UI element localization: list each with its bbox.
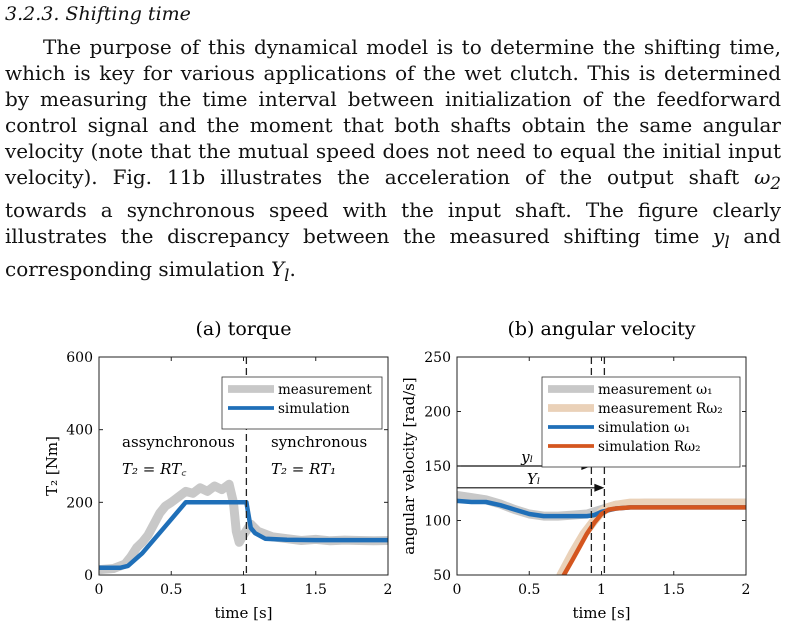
x-tick-label: 0.5 <box>160 582 182 598</box>
body-paragraph: The purpose of this dynamical model is t… <box>5 34 781 289</box>
y-tick-label: 250 <box>424 350 451 366</box>
x-tick-label: 1.5 <box>663 582 685 598</box>
legend-label: measurement ω₁ <box>598 382 713 398</box>
yl-symbol: yl <box>713 224 730 252</box>
y-axis-label: angular velocity [rad/s] <box>400 377 418 554</box>
series-group <box>99 479 388 575</box>
y-axis-label: T₂ [Nm] <box>43 436 61 496</box>
legend: measurement ω₁ measurement Rω₂ simulation … <box>541 376 741 468</box>
x-axis-label: time [s] <box>572 604 630 622</box>
legend-label: simulation <box>278 401 350 417</box>
paragraph-text-4: . <box>289 257 296 281</box>
section-heading: 3.2.3. Shifting time <box>5 3 191 25</box>
Yl-symbol: Yl <box>270 257 290 285</box>
annotation-async-equation: T₂ = RT꜀ <box>122 460 187 478</box>
x-tick-label: 0 <box>95 582 104 598</box>
paragraph-text-1: The purpose of this dynamical model is t… <box>5 35 781 189</box>
y-tick-label: 200 <box>66 495 93 511</box>
legend-label: simulation ω₁ <box>598 420 690 436</box>
time-arrowhead <box>594 483 605 492</box>
omega2-symbol: ω2 <box>754 165 781 193</box>
chart-torque: (a) torque assynchronous T₂ = RT꜀ synchrono… <box>43 318 392 622</box>
paragraph-text-2: towards a synchronous speed with the inp… <box>5 198 781 248</box>
y-tick-label: 150 <box>424 459 451 475</box>
legend-label: simulation Rω₂ <box>598 439 701 455</box>
series-line-2 <box>99 500 388 570</box>
time-arrow-label: Yₗ <box>527 470 541 488</box>
y-tick-label: 100 <box>424 514 451 530</box>
x-axis-label: time [s] <box>214 604 272 622</box>
figure-11: (a) torque assynchronous T₂ = RT꜀ synchrono… <box>43 318 750 622</box>
y-tick-label: 50 <box>433 568 451 584</box>
x-tick-label: 2 <box>384 582 393 598</box>
chart-title: (a) torque <box>196 318 292 340</box>
annotation-synchronous: synchronous <box>271 433 367 451</box>
annotation-asynchronous: assynchronous <box>122 433 235 451</box>
y-tick-label: 400 <box>66 423 93 439</box>
series-line-4 <box>561 505 746 575</box>
legend: measurement simulation <box>221 376 383 430</box>
x-tick-label: 0 <box>453 582 462 598</box>
paragraph-text-3: and corresponding simulation <box>5 224 781 281</box>
chart-title: (b) angular velocity <box>507 318 695 340</box>
y-tick-label: 600 <box>66 350 93 366</box>
time-arrow-label: yₗ <box>520 448 533 466</box>
x-tick-label: 0.5 <box>518 582 540 598</box>
legend-label: measurement Rω₂ <box>598 401 723 417</box>
y-tick-label: 0 <box>84 568 93 584</box>
y-tick-label: 200 <box>424 405 451 421</box>
legend-label: measurement <box>278 382 372 398</box>
x-tick-label: 2 <box>742 582 751 598</box>
x-tick-label: 1 <box>239 582 248 598</box>
series-group <box>457 490 746 575</box>
annotation-sync-equation: T₂ = RT₁ <box>271 460 336 478</box>
x-tick-label: 1.5 <box>305 582 327 598</box>
series-line-1 <box>99 479 388 575</box>
x-tick-label: 1 <box>597 582 606 598</box>
